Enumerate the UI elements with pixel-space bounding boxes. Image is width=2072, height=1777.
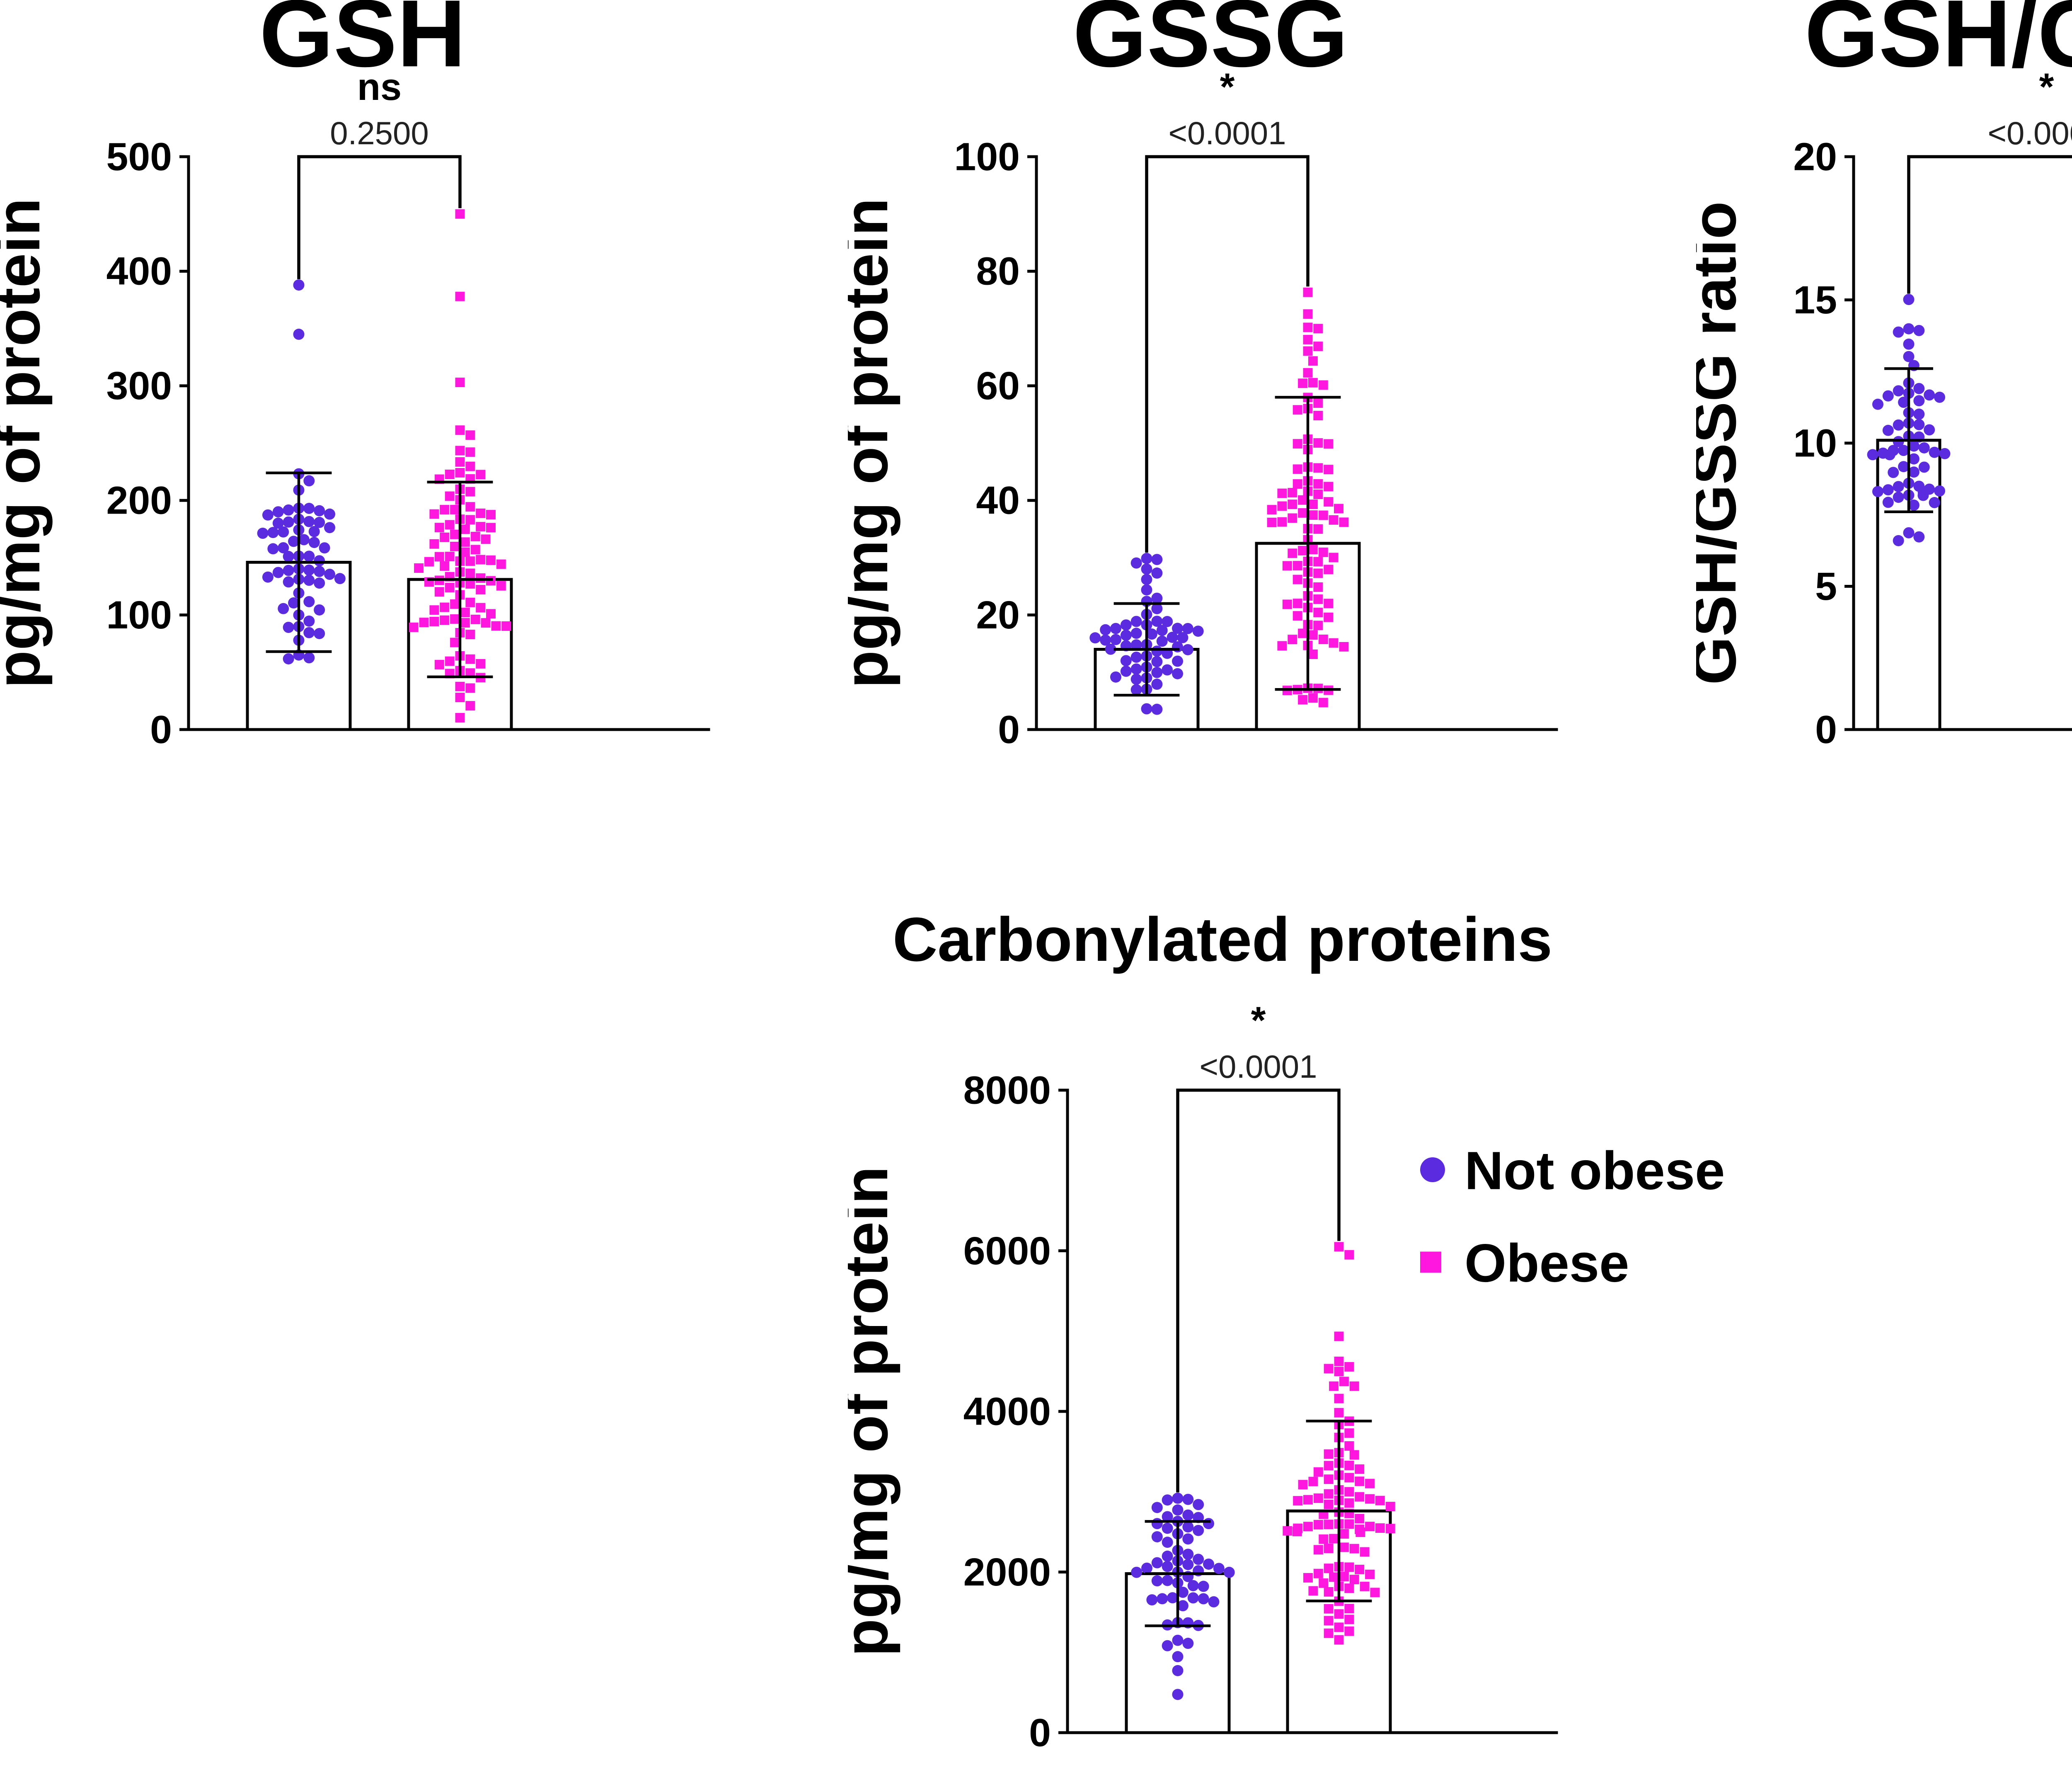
svg-text:4000: 4000 — [963, 1389, 1051, 1433]
svg-text:0.2500: 0.2500 — [330, 115, 429, 151]
svg-text:8000: 8000 — [963, 1068, 1051, 1112]
svg-text:<0.0001: <0.0001 — [1199, 1048, 1317, 1085]
svg-text:40: 40 — [976, 479, 1020, 523]
svg-text:10: 10 — [1793, 421, 1837, 465]
svg-text:<0.0001: <0.0001 — [1987, 115, 2072, 151]
svg-text:500: 500 — [106, 135, 172, 179]
svg-text:pg/mg of protein: pg/mg of protein — [848, 198, 900, 688]
svg-text:0: 0 — [150, 708, 172, 746]
svg-text:Obese: Obese — [1464, 1233, 1629, 1293]
svg-text:0: 0 — [1815, 708, 1837, 746]
svg-text:15: 15 — [1793, 278, 1837, 322]
svg-text:100: 100 — [106, 593, 172, 637]
svg-text:2000: 2000 — [963, 1550, 1051, 1594]
svg-text:<0.0001: <0.0001 — [1168, 115, 1286, 151]
svg-text:60: 60 — [976, 364, 1020, 408]
svg-text:20: 20 — [976, 593, 1020, 637]
svg-text:400: 400 — [106, 250, 172, 293]
svg-text:*: * — [1220, 66, 1235, 108]
svg-text:GSH/GSSG: GSH/GSSG — [1805, 0, 2072, 87]
svg-text:0: 0 — [1029, 1711, 1051, 1749]
svg-text:pg/mg of protein: pg/mg of protein — [848, 1166, 900, 1656]
svg-text:*: * — [1251, 1003, 1266, 1042]
svg-text:20: 20 — [1793, 135, 1837, 179]
svg-text:0: 0 — [998, 708, 1020, 746]
svg-text:GSSG: GSSG — [1073, 0, 1348, 87]
svg-text:80: 80 — [976, 250, 1020, 293]
svg-text:pg/mg of protein: pg/mg of protein — [0, 198, 53, 688]
svg-text:6000: 6000 — [963, 1229, 1051, 1273]
svg-text:5: 5 — [1815, 565, 1837, 608]
svg-text:100: 100 — [954, 135, 1020, 179]
svg-text:300: 300 — [106, 364, 172, 408]
svg-text:GSH/GSSG ratio: GSH/GSSG ratio — [1696, 201, 1749, 685]
svg-text:200: 200 — [106, 479, 172, 523]
svg-text:*: * — [2039, 66, 2054, 108]
svg-text:Not obese: Not obese — [1464, 1140, 1725, 1201]
svg-text:ns: ns — [357, 66, 402, 108]
